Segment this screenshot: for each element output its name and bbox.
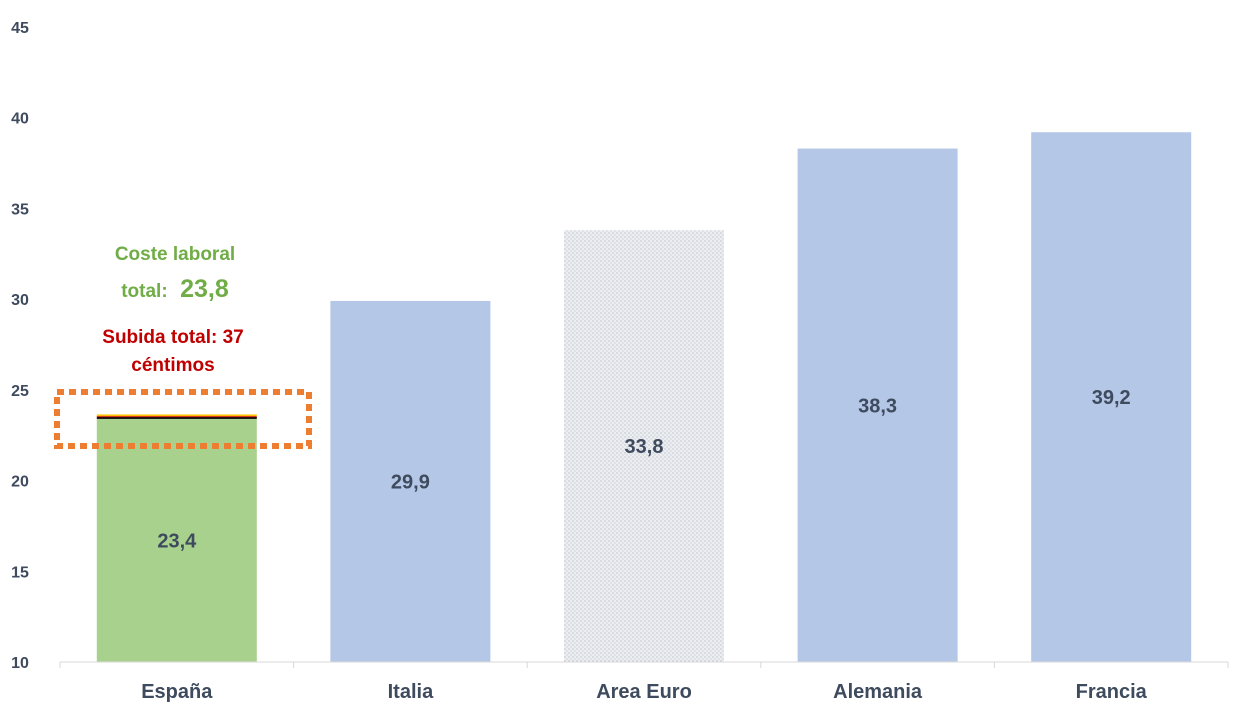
y-tick-label: 25	[11, 383, 29, 400]
x-tick-label: Italia	[388, 681, 434, 703]
subida-total-line2: céntimos	[131, 355, 214, 376]
bar-francia	[1031, 132, 1192, 662]
value-labels: 23,4 29,9 33,8 38,3 39,2	[157, 387, 1130, 552]
y-tick-label: 20	[11, 474, 29, 491]
x-axis: España Italia Area Euro Alemania Francia	[59, 661, 1229, 703]
coste-laboral-total-value: 23,8	[180, 275, 229, 303]
data-label: 39,2	[1092, 387, 1131, 409]
y-tick-label: 35	[11, 201, 29, 218]
bar-area-euro	[564, 230, 724, 662]
data-label: 38,3	[858, 395, 897, 417]
x-tick-label: Francia	[1076, 681, 1148, 703]
y-tick-label: 30	[11, 292, 29, 309]
y-tick-label: 10	[11, 655, 29, 672]
highlight-box	[54, 389, 312, 449]
increment-segment	[96, 417, 257, 419]
coste-laboral-total-label: total:	[121, 281, 167, 302]
coste-laboral-line2: total: 23,8	[121, 275, 229, 303]
subida-total-line1: Subida total: 37	[102, 327, 243, 348]
increment-segment	[96, 416, 257, 418]
data-label: 23,4	[157, 530, 197, 552]
x-tick-label: España	[141, 681, 213, 703]
y-axis: 10 15 20 25 30 35 40 45	[11, 20, 29, 672]
x-tick-label: Alemania	[833, 681, 923, 703]
annotations: Coste laboral total: 23,8 Subida total: …	[54, 244, 312, 449]
y-tick-label: 40	[11, 111, 29, 128]
bar-españa	[96, 418, 257, 662]
coste-laboral-line1: Coste laboral	[115, 244, 235, 265]
y-tick-label: 45	[11, 20, 29, 37]
increment-segment	[96, 412, 257, 415]
increment-segment	[96, 414, 257, 417]
data-label: 29,9	[391, 471, 430, 493]
x-tick-label: Area Euro	[596, 681, 692, 703]
bar-italia	[330, 300, 491, 662]
y-tick-label: 15	[11, 564, 29, 581]
bar-alemania	[797, 148, 958, 663]
data-label: 33,8	[625, 436, 664, 458]
bars	[96, 132, 1192, 663]
